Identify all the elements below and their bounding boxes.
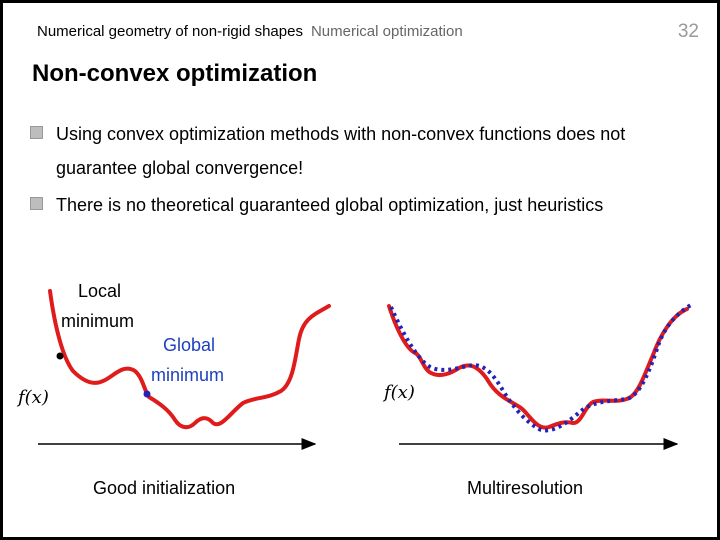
- slide-header: Numerical geometry of non-rigid shapes Nu…: [37, 23, 463, 40]
- left-figure: Local minimum Global minimum f(x) Good i…: [16, 281, 331, 498]
- function-curve: [48, 289, 331, 430]
- local-minimum-label-line2: minimum: [61, 311, 134, 331]
- page-number: 32: [677, 21, 699, 42]
- bullet-item: There is no theoretical guaranteed globa…: [27, 188, 707, 222]
- slide: Numerical geometry of non-rigid shapes Nu…: [3, 3, 717, 537]
- local-minimum-point: [56, 352, 64, 360]
- caption-good-initialization: Good initialization: [93, 478, 235, 498]
- optimization-figures: Local minimum Global minimum f(x) Good i…: [16, 281, 693, 498]
- caption-multiresolution: Multiresolution: [467, 478, 583, 498]
- course-title: Numerical geometry of non-rigid shapes: [37, 23, 303, 40]
- fx-axis-label: f(x): [16, 387, 49, 408]
- function-curve: [387, 304, 689, 430]
- global-minimum-start-point: [143, 390, 151, 398]
- bullet-item: Using convex optimization methods with n…: [27, 117, 707, 185]
- square-bullet-icon: [30, 126, 43, 139]
- bullet-list: Using convex optimization methods with n…: [27, 117, 707, 225]
- multiresolution-dotted-curve: [389, 303, 693, 433]
- square-bullet-icon: [30, 197, 43, 210]
- section-title: Numerical optimization: [310, 23, 463, 40]
- bullet-text: There is no theoretical guaranteed globa…: [56, 195, 604, 215]
- bullet-text: Using convex optimization methods with n…: [56, 124, 626, 178]
- slide-title: Non-convex optimization: [32, 60, 318, 87]
- global-minimum-label-line2: minimum: [151, 365, 224, 385]
- fx-axis-label: f(x): [382, 382, 415, 403]
- global-minimum-label-line1: Global: [163, 335, 215, 355]
- local-minimum-label-line1: Local: [78, 281, 121, 301]
- right-figure: f(x) Multiresolution: [382, 303, 693, 498]
